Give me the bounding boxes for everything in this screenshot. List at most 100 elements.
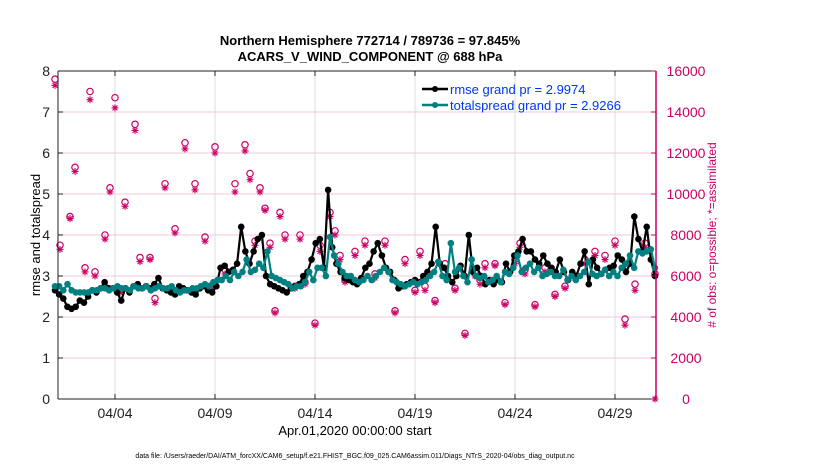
obs-possible-marker [111, 93, 119, 102]
y2-tick-label: 10000 [667, 186, 706, 202]
obs-assimilated-marker [151, 299, 159, 307]
totalspread-point [426, 272, 434, 280]
rmse-point [432, 223, 439, 231]
y2-tick-label: 16000 [667, 63, 706, 79]
totalspread-point [455, 264, 463, 272]
totalspread-point [347, 272, 355, 280]
legend-rmse-label: rmse grand pr = 2.9974 [450, 82, 586, 97]
obs-assimilated-marker [181, 145, 189, 153]
totalspread-point [597, 270, 605, 278]
obs-assimilated-marker [331, 231, 339, 239]
obs-assimilated-marker [531, 303, 539, 311]
rmse-point [221, 262, 228, 270]
totalspread-point [335, 260, 342, 268]
totalspread-point [514, 252, 521, 259]
chart-title-line2: ACARS_V_WIND_COMPONENT @ 688 hPa [238, 49, 504, 64]
totalspread-point [205, 282, 213, 290]
rmse-point [631, 213, 638, 220]
lines-layer [51, 186, 659, 313]
totalspread-point [168, 282, 175, 290]
rmse-point [581, 248, 588, 255]
rmse-point [324, 186, 332, 194]
obs-assimilated-marker [501, 301, 509, 309]
y2-tick-label: 2000 [670, 350, 701, 366]
rmse-point [544, 260, 551, 268]
rmse-point [312, 239, 319, 247]
obs-assimilated-marker [71, 167, 79, 175]
rmse-point [610, 262, 617, 270]
totalspread-point [451, 268, 459, 276]
obs-assimilated-marker [136, 258, 144, 266]
obs-assimilated-marker [121, 202, 129, 210]
obs-assimilated-marker [611, 241, 619, 249]
totalspread-point [468, 256, 475, 263]
totalspread-point [489, 276, 496, 284]
y2-tick-label: 8000 [670, 227, 701, 243]
rmse-point [622, 268, 630, 276]
totalspread-point [522, 264, 530, 272]
rmse-point [308, 256, 315, 263]
obs-assimilated-marker [551, 293, 559, 300]
x-tick-label: 04/14 [297, 405, 332, 421]
obs-assimilated-marker [146, 256, 154, 264]
obs-possible-marker [86, 87, 94, 96]
totalspread-point [243, 256, 250, 263]
totalspread-point [630, 264, 638, 272]
y-axis-label: rmse and totalspread [28, 174, 43, 296]
rmse-point [635, 235, 642, 243]
obs-assimilated-marker [381, 241, 389, 249]
totalspread-point [651, 264, 659, 272]
totalspread-point [560, 266, 567, 274]
rmse-point [502, 260, 510, 268]
obs-assimilated-marker [601, 256, 609, 264]
obs-assimilated-marker [351, 252, 359, 259]
totalspread-point [576, 272, 584, 280]
obs-assimilated-marker [231, 188, 239, 196]
totalspread-point [360, 276, 367, 284]
y2-tick-label: 14000 [667, 104, 706, 120]
obs-assimilated-marker [256, 188, 264, 196]
totalspread-point [547, 268, 555, 276]
totalspread-point [580, 268, 588, 276]
totalspread-point [601, 266, 609, 274]
totalspread-point [364, 272, 371, 280]
rmse-point [539, 252, 547, 259]
y-tick-label: 8 [42, 63, 50, 79]
totalspread-point [618, 264, 625, 272]
x-tick-label: 04/29 [597, 405, 632, 421]
totalspread-point [647, 246, 655, 253]
totalspread-point [447, 239, 455, 247]
totalspread-point [380, 264, 388, 272]
totalspread-point [322, 272, 330, 280]
obs-assimilated-marker [416, 252, 424, 259]
totalspread-point [464, 278, 471, 286]
totalspread-point [610, 268, 617, 276]
obs-assimilated-marker [241, 147, 249, 155]
totalspread-point [297, 282, 305, 290]
obs-assimilated-marker [276, 213, 284, 221]
obs-layer [51, 75, 659, 403]
rmse-point [428, 260, 435, 268]
totalspread-point [505, 270, 513, 278]
totalspread-point [126, 287, 134, 294]
obs-assimilated-marker [461, 331, 469, 339]
legend-spread-label: totalspread grand pr = 2.9266 [450, 98, 621, 113]
rmse-point [250, 248, 257, 255]
obs-assimilated-marker [201, 237, 209, 245]
totalspread-point [435, 258, 442, 265]
obs-assimilated-marker [101, 235, 109, 243]
legend-spread-marker [432, 102, 438, 108]
totalspread-point [422, 276, 430, 284]
y-tick-label: 0 [42, 391, 50, 407]
totalspread-point [497, 278, 505, 286]
y-tick-label: 6 [42, 145, 50, 161]
obs-assimilated-marker [66, 215, 74, 223]
rmse-point [473, 264, 481, 272]
y-tick-label: 7 [42, 104, 50, 120]
y2-tick-label: 6000 [670, 268, 701, 284]
rmse-point [585, 280, 593, 288]
totalspread-point [376, 268, 384, 276]
totalspread-point [626, 252, 634, 259]
totalspread-point [526, 260, 534, 268]
totalspread-point [622, 260, 630, 268]
